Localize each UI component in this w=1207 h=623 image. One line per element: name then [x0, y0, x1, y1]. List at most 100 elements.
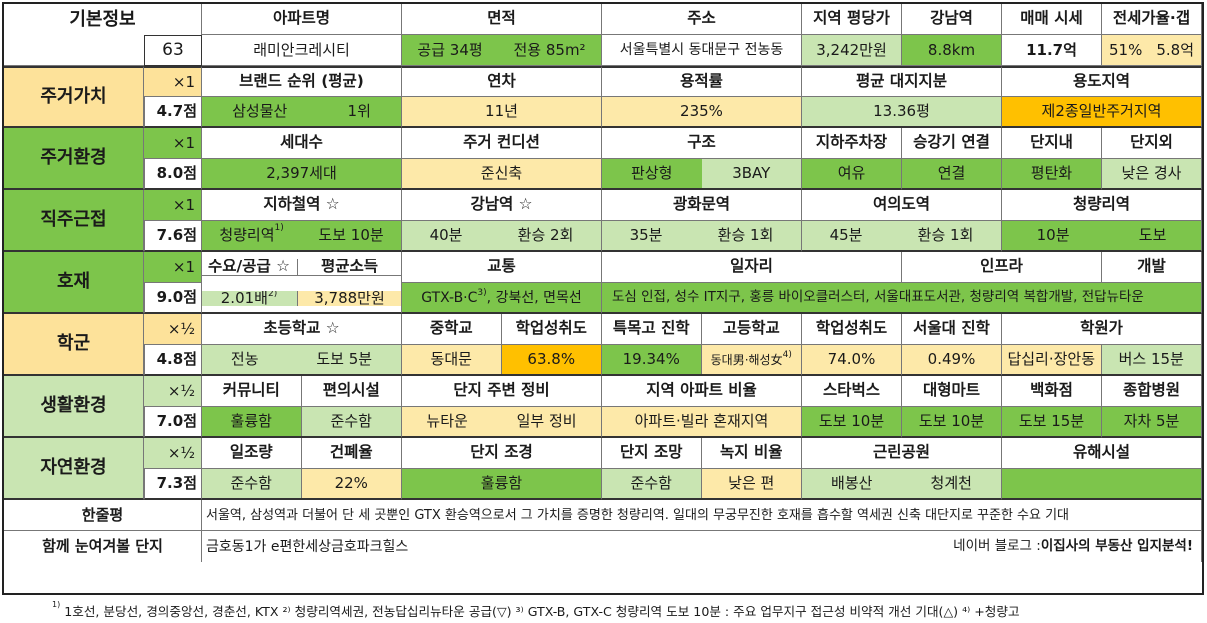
middle-achievement-header: 학업성취도 — [501, 314, 601, 344]
multiplier: ×1 — [144, 128, 202, 159]
basic-info-label: 기본정보 — [4, 4, 202, 35]
score: 4.8점 — [144, 345, 202, 376]
households: 2,397세대 — [202, 159, 402, 190]
supply-area: 공급 34평 — [417, 40, 483, 59]
exclusive-area: 전용 85m² — [513, 40, 586, 59]
elementary-header: 초등학교 ☆ — [202, 314, 402, 345]
basic-info-spacer — [4, 35, 144, 66]
middle-name: 동대문 — [402, 345, 502, 374]
score: 9.0점 — [144, 283, 202, 314]
structure-type: 판상형 — [602, 159, 702, 188]
age: 11년 — [402, 97, 602, 128]
supply-income-block: 수요/공급 ☆ 평균소득 2.01배 2) 3,788만원 — [202, 252, 402, 314]
sunlight-headers: 일조량 건폐율 — [202, 438, 402, 469]
subway-station-name: 청량리역 — [219, 226, 275, 244]
surroundings-header: 단지 주변 정비 — [402, 376, 602, 407]
bcr: 22% — [301, 469, 401, 498]
bcr-header: 건폐율 — [301, 438, 401, 468]
subway-header: 지하철역 ☆ — [202, 190, 402, 221]
gwanghwamun-time: 35분 — [629, 226, 663, 244]
far-header: 용적률 — [602, 66, 802, 97]
category-amenities: 생활환경 — [4, 376, 144, 438]
traffic: GTX-B·C 3), 강북선, 면목선 — [402, 283, 602, 314]
sunlight-values: 준수함 22% — [202, 469, 402, 500]
inside-complex-header: 단지내 — [1002, 128, 1102, 159]
zoning-header: 용도지역 — [1002, 66, 1202, 97]
starbucks-header: 스타벅스 — [802, 376, 902, 407]
academy-header: 학원가 — [1002, 314, 1202, 345]
snu-rate: 0.49% — [902, 345, 1002, 376]
yeouido-commute: 45분 환승 1회 — [802, 221, 1002, 252]
households-header: 세대수 — [202, 128, 402, 159]
region-price-header: 지역 평당가 — [802, 4, 902, 35]
jeonse-ratio: 51% — [1109, 40, 1143, 59]
structure-header: 구조 — [602, 128, 802, 159]
community-values: 훌륭함 준수함 — [202, 407, 402, 438]
high-achievement: 74.0% — [802, 345, 902, 376]
park-1: 배봉산 — [831, 474, 873, 492]
sale-price: 11.7억 — [1002, 35, 1102, 66]
high-name: 동대男·해성女 4) — [701, 345, 801, 374]
snu-header: 서울대 진학 — [902, 314, 1002, 345]
view-header: 단지 조망 — [602, 438, 702, 468]
gangnam-header: 강남역 ☆ — [402, 190, 602, 221]
mart-header: 대형마트 — [902, 376, 1002, 407]
far: 235% — [602, 97, 802, 128]
gangnam-commute: 40분 환승 2회 — [402, 221, 602, 252]
infra-header: 인프라 — [902, 252, 1102, 283]
apt-name: 래미안크레시티 — [202, 35, 402, 66]
apt-ratio-header: 지역 아파트 비율 — [602, 376, 802, 407]
condition-header: 주거 컨디션 — [402, 128, 602, 159]
multiplier: ×1 — [144, 252, 202, 283]
view: 준수함 — [602, 469, 702, 498]
category-living-environment: 주거환경 — [4, 128, 144, 190]
area-header: 면적 — [402, 4, 602, 35]
elementary-name: 전농 — [230, 350, 259, 368]
community-header: 커뮤니티 — [202, 376, 302, 406]
academy-time: 버스 15분 — [1101, 345, 1201, 374]
multiplier: ×½ — [144, 376, 202, 407]
high-name-text: 동대男·해성女 — [710, 352, 783, 367]
traffic-lines: , 강북선, 면목선 — [486, 289, 582, 306]
special-school-header: 특목고 진학 — [602, 314, 702, 344]
multiplier: ×½ — [144, 314, 202, 345]
jobs-header: 일자리 — [602, 252, 902, 283]
subway-station: 청량리역1) — [219, 223, 284, 244]
brand: 삼성물산 — [232, 102, 288, 120]
mart: 도보 10분 — [902, 407, 1002, 438]
jeonse-gap: 5.8억 — [1156, 40, 1194, 59]
landscape: 훌륭함 — [402, 469, 602, 500]
cheongnyangni-mode: 도보 — [1138, 226, 1167, 244]
dept-store: 도보 15분 — [1002, 407, 1102, 438]
summary-label: 한줄평 — [4, 500, 202, 531]
elementary-walk: 도보 5분 — [316, 350, 373, 368]
gwanghwamun-header: 광화문역 — [602, 190, 802, 221]
elevator-header: 승강기 연결 — [902, 128, 1002, 159]
park-2: 청계천 — [930, 474, 972, 492]
parking: 여유 — [802, 159, 902, 190]
score: 7.3점 — [144, 469, 202, 500]
high-school: 19.34% 동대男·해성女 4) — [602, 345, 802, 376]
jeonse-ratio-header: 전세가율·갭 — [1102, 4, 1202, 35]
yeouido-header: 여의도역 — [802, 190, 1002, 221]
starbucks: 도보 10분 — [802, 407, 902, 438]
category-school: 학군 — [4, 314, 144, 376]
apt-name-header: 아파트명 — [202, 4, 402, 35]
income-header: 평균소득 — [297, 259, 401, 276]
special-school-rate: 19.34% — [602, 345, 702, 374]
summary-text: 서울역, 삼성역과 더불어 단 세 곳뿐인 GTX 환승역으로서 그 가치를 증… — [202, 500, 1202, 531]
multiplier: ×½ — [144, 438, 202, 469]
elevator: 연결 — [902, 159, 1002, 190]
jeonse-values: 51% 5.8억 — [1102, 35, 1202, 66]
community-headers: 커뮤니티 편의시설 — [202, 376, 402, 407]
category-job-proximity: 직주근접 — [4, 190, 144, 252]
region-price: 3,242만원 — [802, 35, 902, 66]
supply-demand-header: 수요/공급 ☆ — [202, 259, 298, 276]
convenience: 준수함 — [301, 407, 401, 436]
middle-header: 중학교 — [402, 314, 502, 344]
category-residential-value: 주거가치 — [4, 66, 144, 128]
score: 8.0점 — [144, 159, 202, 190]
gangnam-distance: 8.8km — [902, 35, 1002, 66]
structure-bay: 3BAY — [701, 159, 801, 188]
gangnam-distance-header: 강남역 — [902, 4, 1002, 35]
